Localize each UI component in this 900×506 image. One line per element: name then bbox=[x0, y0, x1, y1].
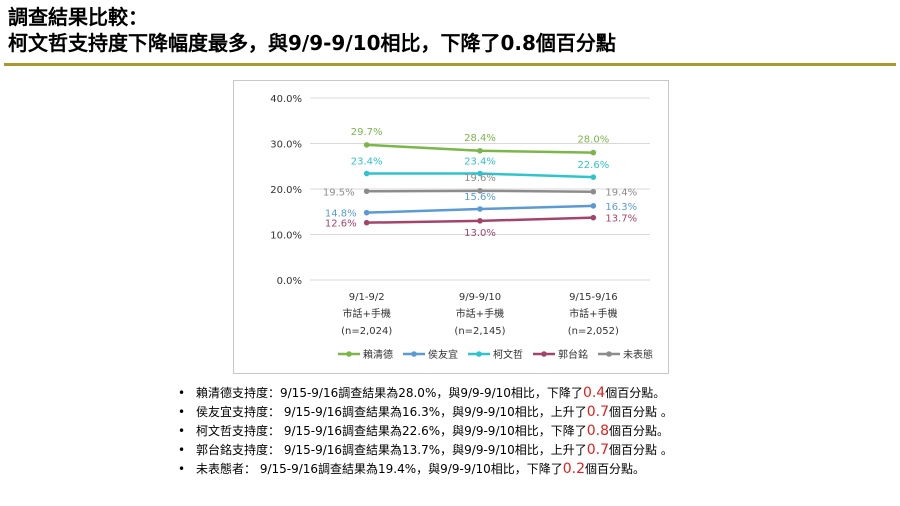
legend-marker bbox=[476, 351, 482, 357]
legend-label: 未表態 bbox=[623, 348, 653, 361]
line-chart: 0.0% 10.0% 20.0% 30.0% 40.0% 9/1-9/2 市話+手機 (n=2… bbox=[270, 94, 653, 361]
data-point bbox=[363, 209, 370, 216]
data-label: 13.7% bbox=[605, 214, 637, 225]
change-value: 0.2 bbox=[562, 461, 586, 477]
summary-item: 賴清德支持度：9/15-9/16調查結果為28.0%，與9/9-9/10相比，下… bbox=[178, 384, 673, 403]
y-tick-label: 10.0% bbox=[270, 231, 302, 242]
legend-marker bbox=[346, 351, 352, 357]
legend-label: 柯文哲 bbox=[493, 348, 523, 361]
x-tick-label: (n=2,052) bbox=[568, 326, 619, 337]
data-point bbox=[477, 147, 483, 154]
y-tick-label: 20.0% bbox=[270, 185, 302, 196]
data-point bbox=[477, 188, 483, 194]
change-value: 0.8 bbox=[586, 423, 610, 439]
data-label: 23.4% bbox=[351, 157, 383, 168]
data-point bbox=[363, 142, 370, 148]
data-point bbox=[590, 188, 597, 195]
x-tick-label: 市話+手機 bbox=[342, 307, 390, 320]
page-title-line-2: 柯文哲支持度下降幅度最多，與9/9-9/10相比，下降了0.8個百分點 bbox=[8, 31, 616, 55]
data-point bbox=[590, 203, 597, 209]
legend-marker bbox=[411, 351, 417, 357]
change-value: 0.4 bbox=[582, 385, 606, 401]
y-tick-label: 40.0% bbox=[270, 94, 302, 105]
data-point bbox=[590, 214, 597, 221]
data-point bbox=[477, 170, 483, 177]
summary-item: 柯文哲支持度： 9/15-9/16調查結果為22.6%，與9/9-9/10相比，… bbox=[178, 422, 673, 441]
legend-marker bbox=[541, 351, 547, 357]
change-value: 0.7 bbox=[586, 442, 610, 458]
data-point bbox=[363, 170, 370, 177]
data-label: 19.5% bbox=[323, 187, 355, 198]
data-label: 16.3% bbox=[605, 202, 637, 213]
summary-item: 郭台銘支持度： 9/15-9/16調查結果為13.7%，與9/9-9/10相比，… bbox=[178, 441, 673, 460]
data-point bbox=[363, 188, 370, 195]
data-label: 22.6% bbox=[577, 160, 609, 171]
legend-label: 賴清德 bbox=[363, 348, 393, 361]
data-label: 19.4% bbox=[605, 188, 637, 199]
legend-marker bbox=[606, 351, 612, 357]
change-value: 0.7 bbox=[586, 404, 610, 420]
x-tick-label: 市話+手機 bbox=[456, 307, 504, 320]
x-tick-label: 9/15-9/16 bbox=[569, 292, 618, 303]
x-tick-label: 9/1-9/2 bbox=[349, 292, 385, 303]
y-tick-label: 30.0% bbox=[270, 140, 302, 151]
data-label: 19.6% bbox=[464, 173, 496, 184]
summary-item: 未表態者： 9/15-9/16調查結果為19.4%，與9/9-9/10相比，下降… bbox=[178, 460, 673, 479]
data-label: 29.7% bbox=[351, 127, 383, 138]
data-label: 28.0% bbox=[577, 135, 609, 146]
x-tick-label: 9/9-9/10 bbox=[459, 292, 501, 303]
data-label: 12.6% bbox=[325, 219, 357, 230]
data-point bbox=[590, 149, 597, 156]
data-label: 14.8% bbox=[325, 209, 357, 220]
page-title-line-1: 調查結果比較： bbox=[8, 5, 148, 29]
chart-frame: 0.0% 10.0% 20.0% 30.0% 40.0% 9/1-9/2 市話+手機 (n=2… bbox=[233, 80, 669, 374]
data-point bbox=[477, 218, 483, 224]
legend-label: 侯友宜 bbox=[428, 348, 458, 361]
x-tick-label: (n=2,145) bbox=[454, 326, 505, 337]
data-label: 28.4% bbox=[464, 133, 496, 144]
data-point bbox=[477, 206, 483, 212]
data-label: 15.6% bbox=[464, 192, 496, 203]
summary-list: 賴清德支持度：9/15-9/16調查結果為28.0%，與9/9-9/10相比，下… bbox=[178, 384, 673, 479]
summary-item: 侯友宜支持度： 9/15-9/16調查結果為16.3%，與9/9-9/10相比，… bbox=[178, 403, 673, 422]
y-tick-label: 0.0% bbox=[277, 276, 302, 287]
legend-label: 郭台銘 bbox=[558, 348, 588, 361]
data-point bbox=[363, 219, 370, 226]
x-tick-label: 市話+手機 bbox=[569, 307, 617, 320]
data-label: 13.0% bbox=[464, 228, 496, 239]
data-label: 23.4% bbox=[464, 157, 496, 168]
page-header: 調查結果比較： 柯文哲支持度下降幅度最多，與9/9-9/10相比，下降了0.8個… bbox=[8, 4, 616, 56]
data-point bbox=[590, 174, 597, 180]
x-tick-label: (n=2,024) bbox=[341, 326, 392, 337]
title-divider bbox=[4, 63, 896, 66]
